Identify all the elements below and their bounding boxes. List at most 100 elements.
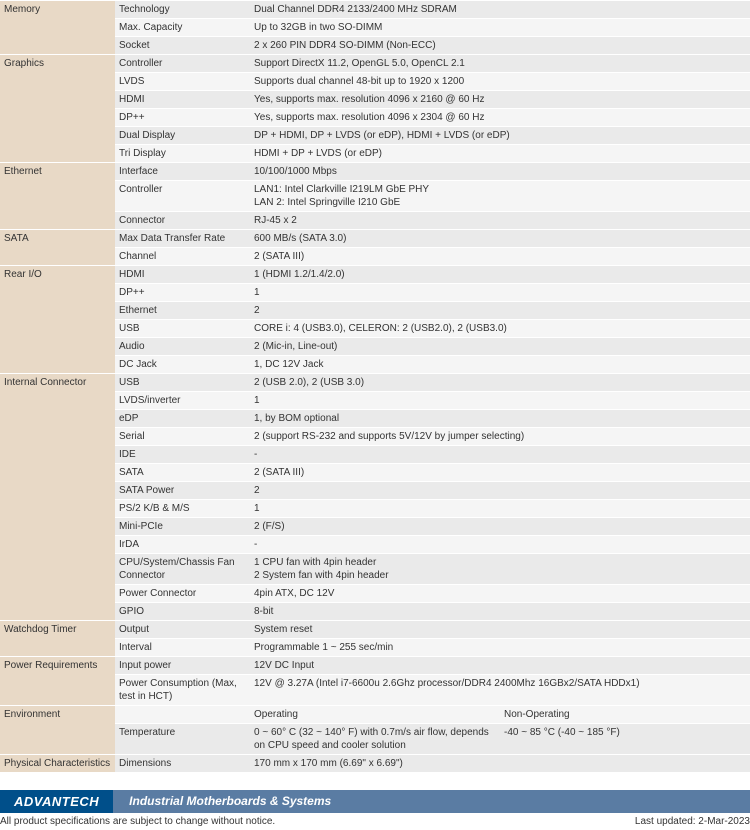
table-row: EthernetInterface10/100/1000 Mbps [0,163,750,181]
spec-label: Controller [115,181,250,212]
spec-label: GPIO [115,603,250,621]
table-row: Physical CharacteristicsDimensions170 mm… [0,755,750,773]
spec-value: 1, DC 12V Jack [250,356,750,374]
spec-value: 2 (F/S) [250,518,750,536]
spec-value: CORE i: 4 (USB3.0), CELERON: 2 (USB2.0),… [250,320,750,338]
spec-label: PS/2 K/B & M/S [115,500,250,518]
spec-label: DP++ [115,109,250,127]
category-cell: Power Requirements [0,657,115,706]
spec-value: HDMI + DP + LVDS (or eDP) [250,145,750,163]
spec-label: Technology [115,1,250,19]
spec-value: 2 x 260 PIN DDR4 SO-DIMM (Non-ECC) [250,37,750,55]
table-row: MemoryTechnologyDual Channel DDR4 2133/2… [0,1,750,19]
spec-table: MemoryTechnologyDual Channel DDR4 2133/2… [0,0,750,772]
spec-label: Max Data Transfer Rate [115,230,250,248]
footer-note: All product specifications are subject t… [0,813,750,830]
spec-label: Max. Capacity [115,19,250,37]
spec-label: Audio [115,338,250,356]
spec-value: Supports dual channel 48-bit up to 1920 … [250,73,750,91]
spec-label: Interval [115,639,250,657]
spec-value: 4pin ATX, DC 12V [250,585,750,603]
spec-label: USB [115,320,250,338]
spec-label: eDP [115,410,250,428]
spec-label: HDMI [115,91,250,109]
spec-label: Channel [115,248,250,266]
table-row: SATAMax Data Transfer Rate600 MB/s (SATA… [0,230,750,248]
spec-value: RJ-45 x 2 [250,212,750,230]
spec-label: CPU/System/Chassis Fan Connector [115,554,250,585]
spec-value: 8-bit [250,603,750,621]
spec-label: Mini-PCIe [115,518,250,536]
spec-value: 1 [250,392,750,410]
category-cell: Rear I/O [0,266,115,374]
spec-label: LVDS/inverter [115,392,250,410]
table-row: Watchdog TimerOutputSystem reset [0,621,750,639]
spec-label: USB [115,374,250,392]
spec-value: 2 (SATA III) [250,464,750,482]
spec-value: 2 (support RS-232 and supports 5V/12V by… [250,428,750,446]
category-cell: Graphics [0,55,115,163]
last-updated: Last updated: 2-Mar-2023 [635,816,750,827]
spec-label: Controller [115,55,250,73]
spec-value: Yes, supports max. resolution 4096 x 230… [250,109,750,127]
footer-bar: ADVANTECH Industrial Motherboards & Syst… [0,790,750,813]
disclaimer-text: All product specifications are subject t… [0,816,275,827]
spec-label: IrDA [115,536,250,554]
spec-value: Dual Channel DDR4 2133/2400 MHz SDRAM [250,1,750,19]
spec-value: LAN1: Intel Clarkville I219LM GbE PHYLAN… [250,181,750,212]
category-cell: Internal Connector [0,374,115,621]
spec-label: Interface [115,163,250,181]
table-row: GraphicsControllerSupport DirectX 11.2, … [0,55,750,73]
spec-value: 600 MB/s (SATA 3.0) [250,230,750,248]
spec-value: 1 CPU fan with 4pin header2 System fan w… [250,554,750,585]
spec-label: Ethernet [115,302,250,320]
spec-label: LVDS [115,73,250,91]
spec-value: 1 [250,500,750,518]
spec-label: Output [115,621,250,639]
spec-label: Dual Display [115,127,250,145]
spec-value: - [250,536,750,554]
brand-logo: ADVANTECH [0,790,113,813]
spec-value: 2 (USB 2.0), 2 (USB 3.0) [250,374,750,392]
spec-value: System reset [250,621,750,639]
footer-category: Industrial Motherboards & Systems [113,790,750,813]
spec-value: 1 (HDMI 1.2/1.4/2.0) [250,266,750,284]
spec-label: Tri Display [115,145,250,163]
spec-label [115,706,250,724]
table-row: Rear I/OHDMI1 (HDMI 1.2/1.4/2.0) [0,266,750,284]
category-cell: Environment [0,706,115,755]
column-header: Operating [250,706,500,724]
spec-label: Dimensions [115,755,250,773]
spec-label: IDE [115,446,250,464]
spec-value: - [250,446,750,464]
spec-value: -40 ~ 85 °C (-40 ~ 185 °F) [500,724,750,755]
spec-label: Power Connector [115,585,250,603]
spec-label: Serial [115,428,250,446]
spec-value: 2 [250,482,750,500]
spec-label: SATA Power [115,482,250,500]
category-cell: Watchdog Timer [0,621,115,657]
spec-value: 1, by BOM optional [250,410,750,428]
spec-value: 12V DC Input [250,657,750,675]
spec-value: 10/100/1000 Mbps [250,163,750,181]
category-cell: SATA [0,230,115,266]
spec-label: DC Jack [115,356,250,374]
spec-label: HDMI [115,266,250,284]
spec-value: Programmable 1 ~ 255 sec/min [250,639,750,657]
category-cell: Memory [0,1,115,55]
spec-value: 12V @ 3.27A (Intel i7-6600u 2.6Ghz proce… [250,675,750,706]
category-cell: Ethernet [0,163,115,230]
spec-label: Power Consumption (Max, test in HCT) [115,675,250,706]
category-cell: Physical Characteristics [0,755,115,773]
spec-label: Socket [115,37,250,55]
table-row: Power RequirementsInput power12V DC Inpu… [0,657,750,675]
spec-label: DP++ [115,284,250,302]
spec-value: 2 (SATA III) [250,248,750,266]
spec-value: 2 [250,302,750,320]
spec-value: Support DirectX 11.2, OpenGL 5.0, OpenCL… [250,55,750,73]
spec-value: 0 ~ 60° C (32 ~ 140° F) with 0.7m/s air … [250,724,500,755]
table-row: Internal ConnectorUSB2 (USB 2.0), 2 (USB… [0,374,750,392]
spec-label: SATA [115,464,250,482]
spec-value: Yes, supports max. resolution 4096 x 216… [250,91,750,109]
spec-label: Input power [115,657,250,675]
